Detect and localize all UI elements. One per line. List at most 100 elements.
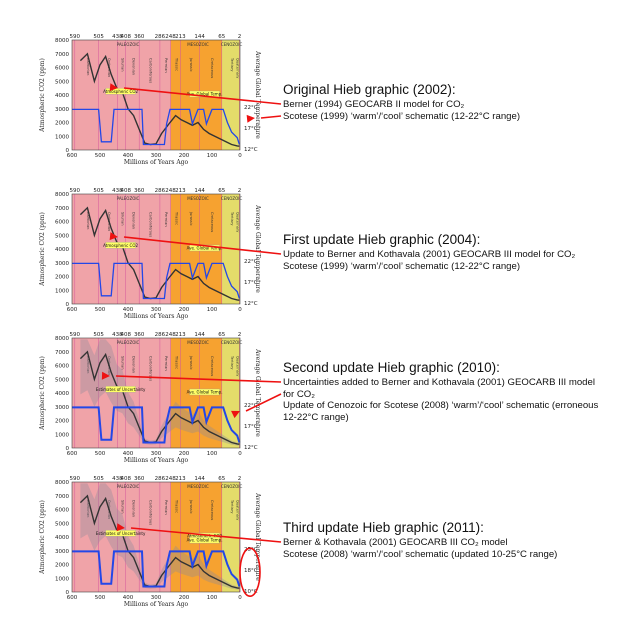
y-axis-label: Atmospheric CO2 (ppm) [39, 58, 46, 133]
temperature-tick: 17°C [244, 280, 258, 286]
period-label: Cretaceous [210, 500, 214, 520]
caption-line: Berner & Kothavala (2001) GEOCARB III CO… [283, 537, 508, 548]
era-label: MESOZOIC [187, 42, 209, 47]
top-age-tick: 286 [155, 188, 166, 194]
era-label: PALEOZOIC [117, 196, 140, 201]
annotation-label: Ave. Global Temp. [187, 538, 223, 543]
x-tick-label: 200 [179, 595, 190, 601]
caption-line: Uncertainties added to Berner and Kothav… [283, 377, 595, 388]
caption-line: Update of Cenozoic for Scotese (2008) ‘w… [283, 400, 599, 411]
top-age-tick: 408 [121, 332, 132, 338]
y-tick-label: 7000 [55, 494, 69, 500]
y-tick-label: 8000 [55, 336, 69, 342]
paleozoic-band [72, 40, 171, 150]
top-age-tick: 590 [70, 34, 81, 40]
period-label: Silurian [121, 500, 125, 514]
temperature-line [72, 108, 241, 146]
period-label: Tertiary [230, 355, 234, 370]
x-tick-label: 400 [123, 451, 134, 457]
x-tick-label: 200 [179, 153, 190, 159]
top-age-tick: 360 [134, 476, 145, 482]
top-age-tick: 65 [218, 476, 225, 482]
top-age-tick: 286 [155, 34, 166, 40]
y-tick-label: 6000 [55, 364, 69, 370]
y-tick-label: 5000 [55, 521, 69, 527]
top-age-tick: 2 [238, 188, 242, 194]
period-label: Carboniferous [149, 356, 153, 381]
top-age-tick: 144 [194, 476, 205, 482]
top-age-tick: 505 [93, 332, 104, 338]
period-label: Triassic [175, 57, 179, 71]
top-age-tick: 360 [134, 188, 145, 194]
top-age-tick: 248 [165, 476, 176, 482]
x-axis-label: Millions of Years Ago [124, 313, 189, 320]
y-tick-label: 1000 [55, 432, 69, 438]
period-label: Cambrian [86, 212, 90, 229]
co2-line [79, 52, 240, 147]
period-label: Cambrian [86, 356, 90, 373]
top-age-tick: 360 [134, 34, 145, 40]
y-axis-label: Atmospheric CO2 (ppm) [39, 356, 46, 431]
x-tick-label: 100 [207, 451, 218, 457]
period-label: Carboniferous [149, 58, 153, 83]
period-label: Tertiary [230, 57, 234, 72]
y-tick-label: 1000 [55, 288, 69, 294]
top-age-tick: 144 [194, 34, 205, 40]
x-tick-label: 600 [67, 307, 78, 313]
annotation-box [105, 242, 136, 249]
period-label: Jurassic [189, 355, 193, 370]
pointer-arrow [245, 393, 282, 412]
annotation-label: Atmospheric CO2 [103, 243, 138, 248]
top-age-tick: 505 [93, 34, 104, 40]
y-tick-label: 5000 [55, 233, 69, 239]
annotation-label: Ave. Global Temp. [187, 246, 223, 251]
top-age-tick: 248 [165, 188, 176, 194]
period-label: Tertiary [230, 499, 234, 514]
top-age-tick: 213 [175, 188, 186, 194]
caption-title: First update Hieb graphic (2004): [283, 232, 481, 247]
temperature-line [72, 550, 241, 588]
y-tick-label: 8000 [55, 38, 69, 44]
y-tick-label: 0 [66, 590, 70, 596]
period-label: Cretaceous [210, 212, 214, 232]
top-age-tick: 408 [121, 34, 132, 40]
era-label: CENOZOIC [221, 484, 243, 489]
plot-frame [71, 481, 241, 593]
y-tick-label: 2000 [55, 275, 69, 281]
panel-2010: 590 505 438 408 360 286 248 213 144 65 2 PALEOZOIC M… [0, 326, 640, 466]
caption-title: Second update Hieb graphic (2010): [283, 360, 500, 375]
caption-2011: Third update Hieb graphic (2011): Berner… [283, 520, 557, 560]
period-label: Permian [164, 212, 168, 227]
temperature-tick: 22°C [244, 105, 258, 111]
pointer-arrow [115, 375, 282, 383]
x-tick-label: 500 [95, 153, 106, 159]
top-age-tick: 2 [238, 34, 242, 40]
period-label: Quaternary [236, 58, 240, 79]
top-age-tick: 65 [218, 34, 225, 40]
cenozoic-band [221, 338, 240, 448]
top-age-tick: 2 [238, 476, 242, 482]
x-tick-label: 500 [95, 595, 106, 601]
panel-2004: 590 505 438 408 360 286 248 213 144 65 2 PALEOZOIC M… [0, 182, 640, 322]
x-tick-label: 0 [238, 451, 242, 457]
caption-2004: First update Hieb graphic (2004): Update… [283, 232, 575, 272]
y-axis-label: Atmospheric CO2 (ppm) [39, 500, 46, 575]
y-tick-label: 2000 [55, 121, 69, 127]
y-tick-label: 5000 [55, 377, 69, 383]
temperature-tick: 25°C [244, 547, 258, 553]
x-tick-label: 600 [67, 451, 78, 457]
caption-line: for CO₂ [283, 388, 315, 400]
y-tick-label: 6000 [55, 66, 69, 72]
period-label: Tertiary [230, 211, 234, 226]
top-age-tick: 408 [121, 188, 132, 194]
x-tick-label: 300 [151, 451, 162, 457]
temperature-tick: 10°C [244, 589, 258, 595]
cenozoic-band [221, 40, 240, 150]
temperature-tick: 12°C [244, 147, 258, 153]
y-tick-label: 6000 [55, 220, 69, 226]
x-tick-label: 100 [207, 595, 218, 601]
top-age-tick: 438 [112, 476, 123, 482]
